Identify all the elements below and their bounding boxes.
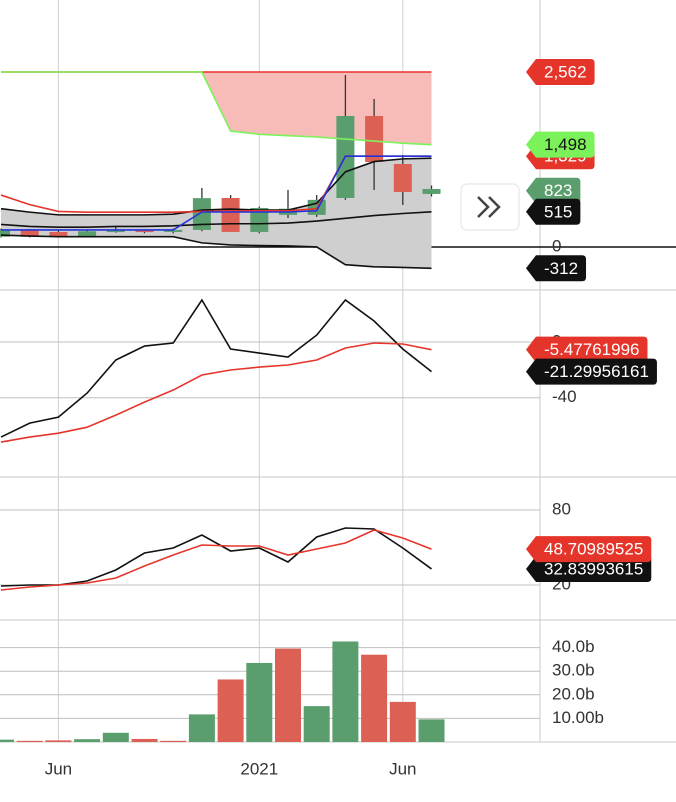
price-tag-label: -5.47761996 [544, 340, 639, 359]
candle-body [106, 230, 125, 233]
volume-bar [361, 654, 388, 742]
price-tag-label: 2,562 [544, 62, 587, 81]
price-tag: -5.47761996 [526, 336, 648, 363]
volume-bar [16, 740, 43, 742]
candle-body [49, 231, 68, 237]
candle-body [393, 163, 412, 192]
price-tag: 2,562 [526, 58, 595, 85]
series-line [0, 527, 432, 587]
volume-bar [389, 701, 416, 742]
price-tag-shape [526, 177, 581, 204]
chevron-icon[interactable] [477, 196, 501, 218]
price-tag-shape [526, 255, 587, 282]
candle-body [192, 198, 211, 230]
volume-bar [217, 679, 244, 742]
x-tick-label: Jun [389, 759, 416, 778]
price-tag-shape [526, 58, 595, 85]
price-tag-label: 48.70989525 [544, 540, 643, 559]
volume-bar [275, 648, 301, 742]
price-tag: 48.70989525 [526, 536, 652, 563]
volume-bar [332, 641, 359, 742]
series-line [0, 342, 432, 443]
scroll-to-latest-button[interactable] [460, 183, 520, 231]
price-tag-shape [526, 198, 581, 225]
price-tag-label: -21.29956161 [544, 362, 649, 381]
series-line [0, 157, 432, 216]
price-tag-label: -312 [544, 259, 578, 278]
series-line [1, 71, 432, 146]
volume-bar [418, 719, 445, 742]
band-fill [1, 158, 432, 269]
candle-body [0, 229, 10, 237]
price-tag-label: 1,498 [544, 135, 587, 154]
volume-bar [131, 738, 158, 742]
series-line [0, 529, 432, 591]
x-tick-label: Jun [45, 759, 72, 778]
volume-bar [303, 706, 330, 742]
price-tag: -312 [526, 255, 587, 282]
y-tick-label: 40.0b [552, 637, 595, 656]
volume-bar [102, 732, 129, 742]
candle-body [78, 231, 97, 237]
price-tag-label: 515 [544, 202, 572, 221]
band-fill [1, 71, 432, 145]
price-tag: 823 [526, 177, 581, 204]
candle-body [250, 207, 269, 232]
price-tag-label: 32.83993615 [544, 559, 643, 578]
series-line [0, 234, 432, 270]
price-tag-shape [526, 536, 652, 563]
volume-bar [246, 662, 273, 742]
price-tag-shape [526, 555, 652, 582]
candle-body [422, 188, 441, 194]
y-tick-label: 30.0b [552, 661, 595, 680]
price-tag-shape [526, 336, 648, 363]
price-tag-shape [526, 358, 657, 385]
volume-bar [45, 740, 72, 742]
button-body[interactable] [460, 183, 520, 231]
candle-body [164, 229, 183, 232]
y-tick-label: 80 [552, 499, 571, 518]
candle-body [135, 230, 154, 233]
price-tag: -21.29956161 [526, 358, 657, 385]
y-tick-label: 10.00b [552, 708, 604, 727]
volume-bar [0, 739, 14, 742]
x-tick-label: 2021 [240, 759, 278, 778]
series-line [1, 155, 432, 231]
price-tag: 32.83993615 [526, 555, 652, 582]
y-tick-label: 20.0b [552, 684, 595, 703]
series-line [0, 298, 432, 438]
volume-bar [160, 740, 187, 742]
candle-body [20, 229, 39, 237]
volume-bar [74, 739, 101, 742]
y-tick-label: -40 [552, 387, 577, 406]
price-tag-shape [526, 131, 595, 158]
price-tag-label: 823 [544, 181, 572, 200]
candle-body [365, 115, 384, 163]
price-tag: 515 [526, 198, 581, 225]
series-line [0, 210, 432, 228]
price-tag: 1,498 [526, 131, 595, 158]
y-tick-label: 0 [552, 236, 561, 255]
volume-bar [188, 714, 215, 742]
candle-body [221, 198, 240, 232]
